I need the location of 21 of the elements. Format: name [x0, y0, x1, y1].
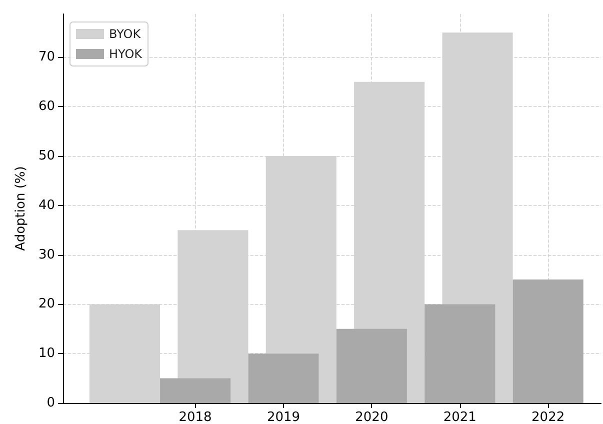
y-tick-label: 50 — [38, 148, 55, 164]
y-tick-label: 40 — [38, 198, 55, 213]
y-tick-label: 20 — [38, 296, 55, 312]
y-axis-title: Adoption (%) — [14, 166, 29, 251]
x-tick-label: 2022 — [532, 410, 565, 424]
y-tick-label: 10 — [38, 346, 55, 362]
legend-label: HYOK — [109, 47, 144, 61]
bar — [336, 328, 407, 403]
legend-label: BYOK — [109, 27, 142, 41]
y-tick-label: 60 — [38, 99, 55, 114]
bar — [424, 304, 496, 403]
bar — [512, 280, 584, 403]
x-tick-label: 2019 — [266, 410, 300, 424]
y-tick-label: 0 — [46, 396, 55, 410]
bar — [160, 378, 231, 403]
x-tick-label: 2021 — [443, 410, 476, 424]
x-tick-label: 2020 — [355, 410, 388, 424]
y-tick-label: 30 — [38, 247, 55, 262]
x-tick-label: 2018 — [178, 410, 212, 424]
y-tick-label: 70 — [38, 50, 55, 65]
bar — [248, 354, 319, 403]
